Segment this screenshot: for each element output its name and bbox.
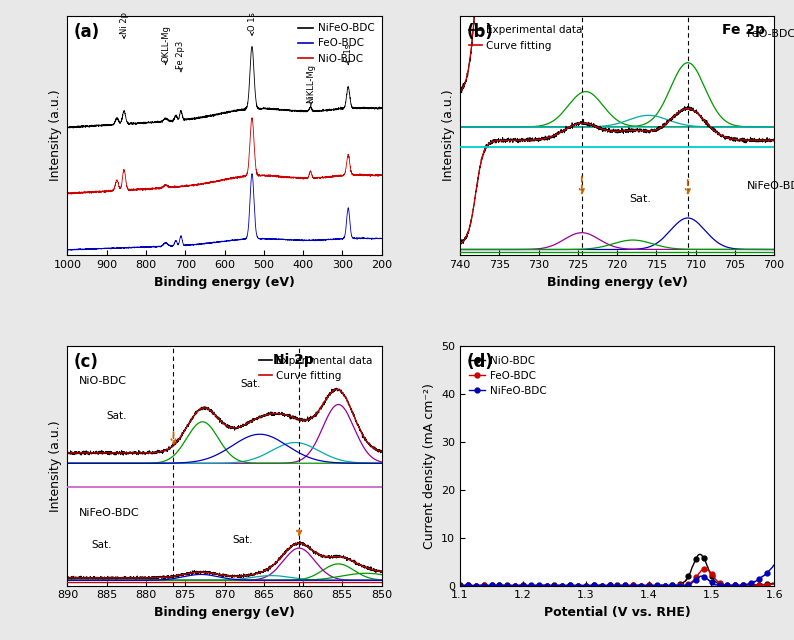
Text: Fe 2p3: Fe 2p3 — [176, 41, 186, 69]
NiFeO-BDC — [769, 561, 779, 569]
Y-axis label: Current density (mA cm⁻²): Current density (mA cm⁻²) — [422, 383, 436, 549]
Text: Sat.: Sat. — [629, 194, 651, 204]
Text: NiFeO-BDC: NiFeO-BDC — [79, 508, 140, 518]
Y-axis label: Intensity (a.u.): Intensity (a.u.) — [49, 420, 62, 512]
NiFeO-BDC — [665, 582, 675, 589]
Text: FeO-BDC: FeO-BDC — [746, 29, 794, 39]
Text: (b): (b) — [466, 23, 493, 41]
NiO-BDC — [537, 582, 546, 589]
NiO-BDC — [769, 580, 779, 588]
NiO-BDC — [455, 581, 464, 589]
FeO-BDC — [665, 582, 675, 589]
Text: (c): (c) — [74, 353, 98, 371]
Legend: Experimental data, Curve fitting: Experimental data, Curve fitting — [465, 21, 587, 55]
FeO-BDC — [692, 573, 701, 580]
FeO-BDC — [455, 582, 464, 589]
NiFeO-BDC — [692, 575, 701, 583]
FeO-BDC — [769, 580, 779, 588]
FeO-BDC — [597, 582, 607, 589]
Legend: Experimental data, Curve fitting: Experimental data, Curve fitting — [255, 351, 376, 385]
Text: Ni 2p: Ni 2p — [273, 353, 314, 367]
NiFeO-BDC — [597, 582, 607, 589]
NiO-BDC — [456, 582, 465, 589]
Text: Fe 2p: Fe 2p — [722, 23, 765, 37]
NiFeO-BDC — [641, 582, 650, 589]
X-axis label: Potential (V vs. RHE): Potential (V vs. RHE) — [544, 606, 691, 619]
Line: NiO-BDC: NiO-BDC — [457, 552, 777, 588]
Text: O 1s: O 1s — [248, 12, 256, 31]
FeO-BDC — [536, 582, 545, 589]
Y-axis label: Intensity (a.u.): Intensity (a.u.) — [441, 90, 454, 182]
Text: Sat.: Sat. — [241, 379, 260, 388]
Text: NiKLL-Mg: NiKLL-Mg — [306, 63, 315, 102]
NiO-BDC — [598, 582, 607, 589]
FeO-BDC — [700, 564, 710, 572]
NiO-BDC — [692, 553, 702, 561]
Text: NiFeO-BDC: NiFeO-BDC — [746, 180, 794, 191]
NiO-BDC — [696, 550, 705, 558]
X-axis label: Binding energy (eV): Binding energy (eV) — [547, 276, 688, 289]
NiFeO-BDC — [536, 582, 545, 589]
NiO-BDC — [641, 582, 650, 589]
NiFeO-BDC — [511, 582, 520, 589]
NiFeO-BDC — [455, 582, 464, 589]
Text: (d): (d) — [466, 353, 493, 371]
Line: FeO-BDC: FeO-BDC — [457, 566, 777, 588]
NiO-BDC — [511, 582, 521, 589]
Text: C 1s: C 1s — [344, 44, 353, 62]
Line: NiFeO-BDC: NiFeO-BDC — [457, 563, 777, 588]
Y-axis label: Intensity (a.u.): Intensity (a.u.) — [49, 90, 62, 182]
X-axis label: Binding energy (eV): Binding energy (eV) — [154, 606, 295, 619]
Legend: NiO-BDC, FeO-BDC, NiFeO-BDC: NiO-BDC, FeO-BDC, NiFeO-BDC — [465, 351, 551, 400]
Text: Sat.: Sat. — [233, 535, 252, 545]
Text: (a): (a) — [74, 23, 100, 41]
Text: OKLL-Mg: OKLL-Mg — [161, 25, 170, 62]
FeO-BDC — [511, 582, 520, 589]
X-axis label: Binding energy (eV): Binding energy (eV) — [154, 276, 295, 289]
NiO-BDC — [665, 581, 675, 589]
Legend: NiFeO-BDC, FeO-BDC, NiO-BDC: NiFeO-BDC, FeO-BDC, NiO-BDC — [294, 19, 379, 68]
Text: Sat.: Sat. — [106, 411, 127, 420]
FeO-BDC — [641, 582, 650, 589]
Text: NiO-BDC: NiO-BDC — [79, 376, 127, 385]
Text: Ni 2p: Ni 2p — [120, 12, 129, 35]
Text: Sat.: Sat. — [91, 540, 111, 550]
